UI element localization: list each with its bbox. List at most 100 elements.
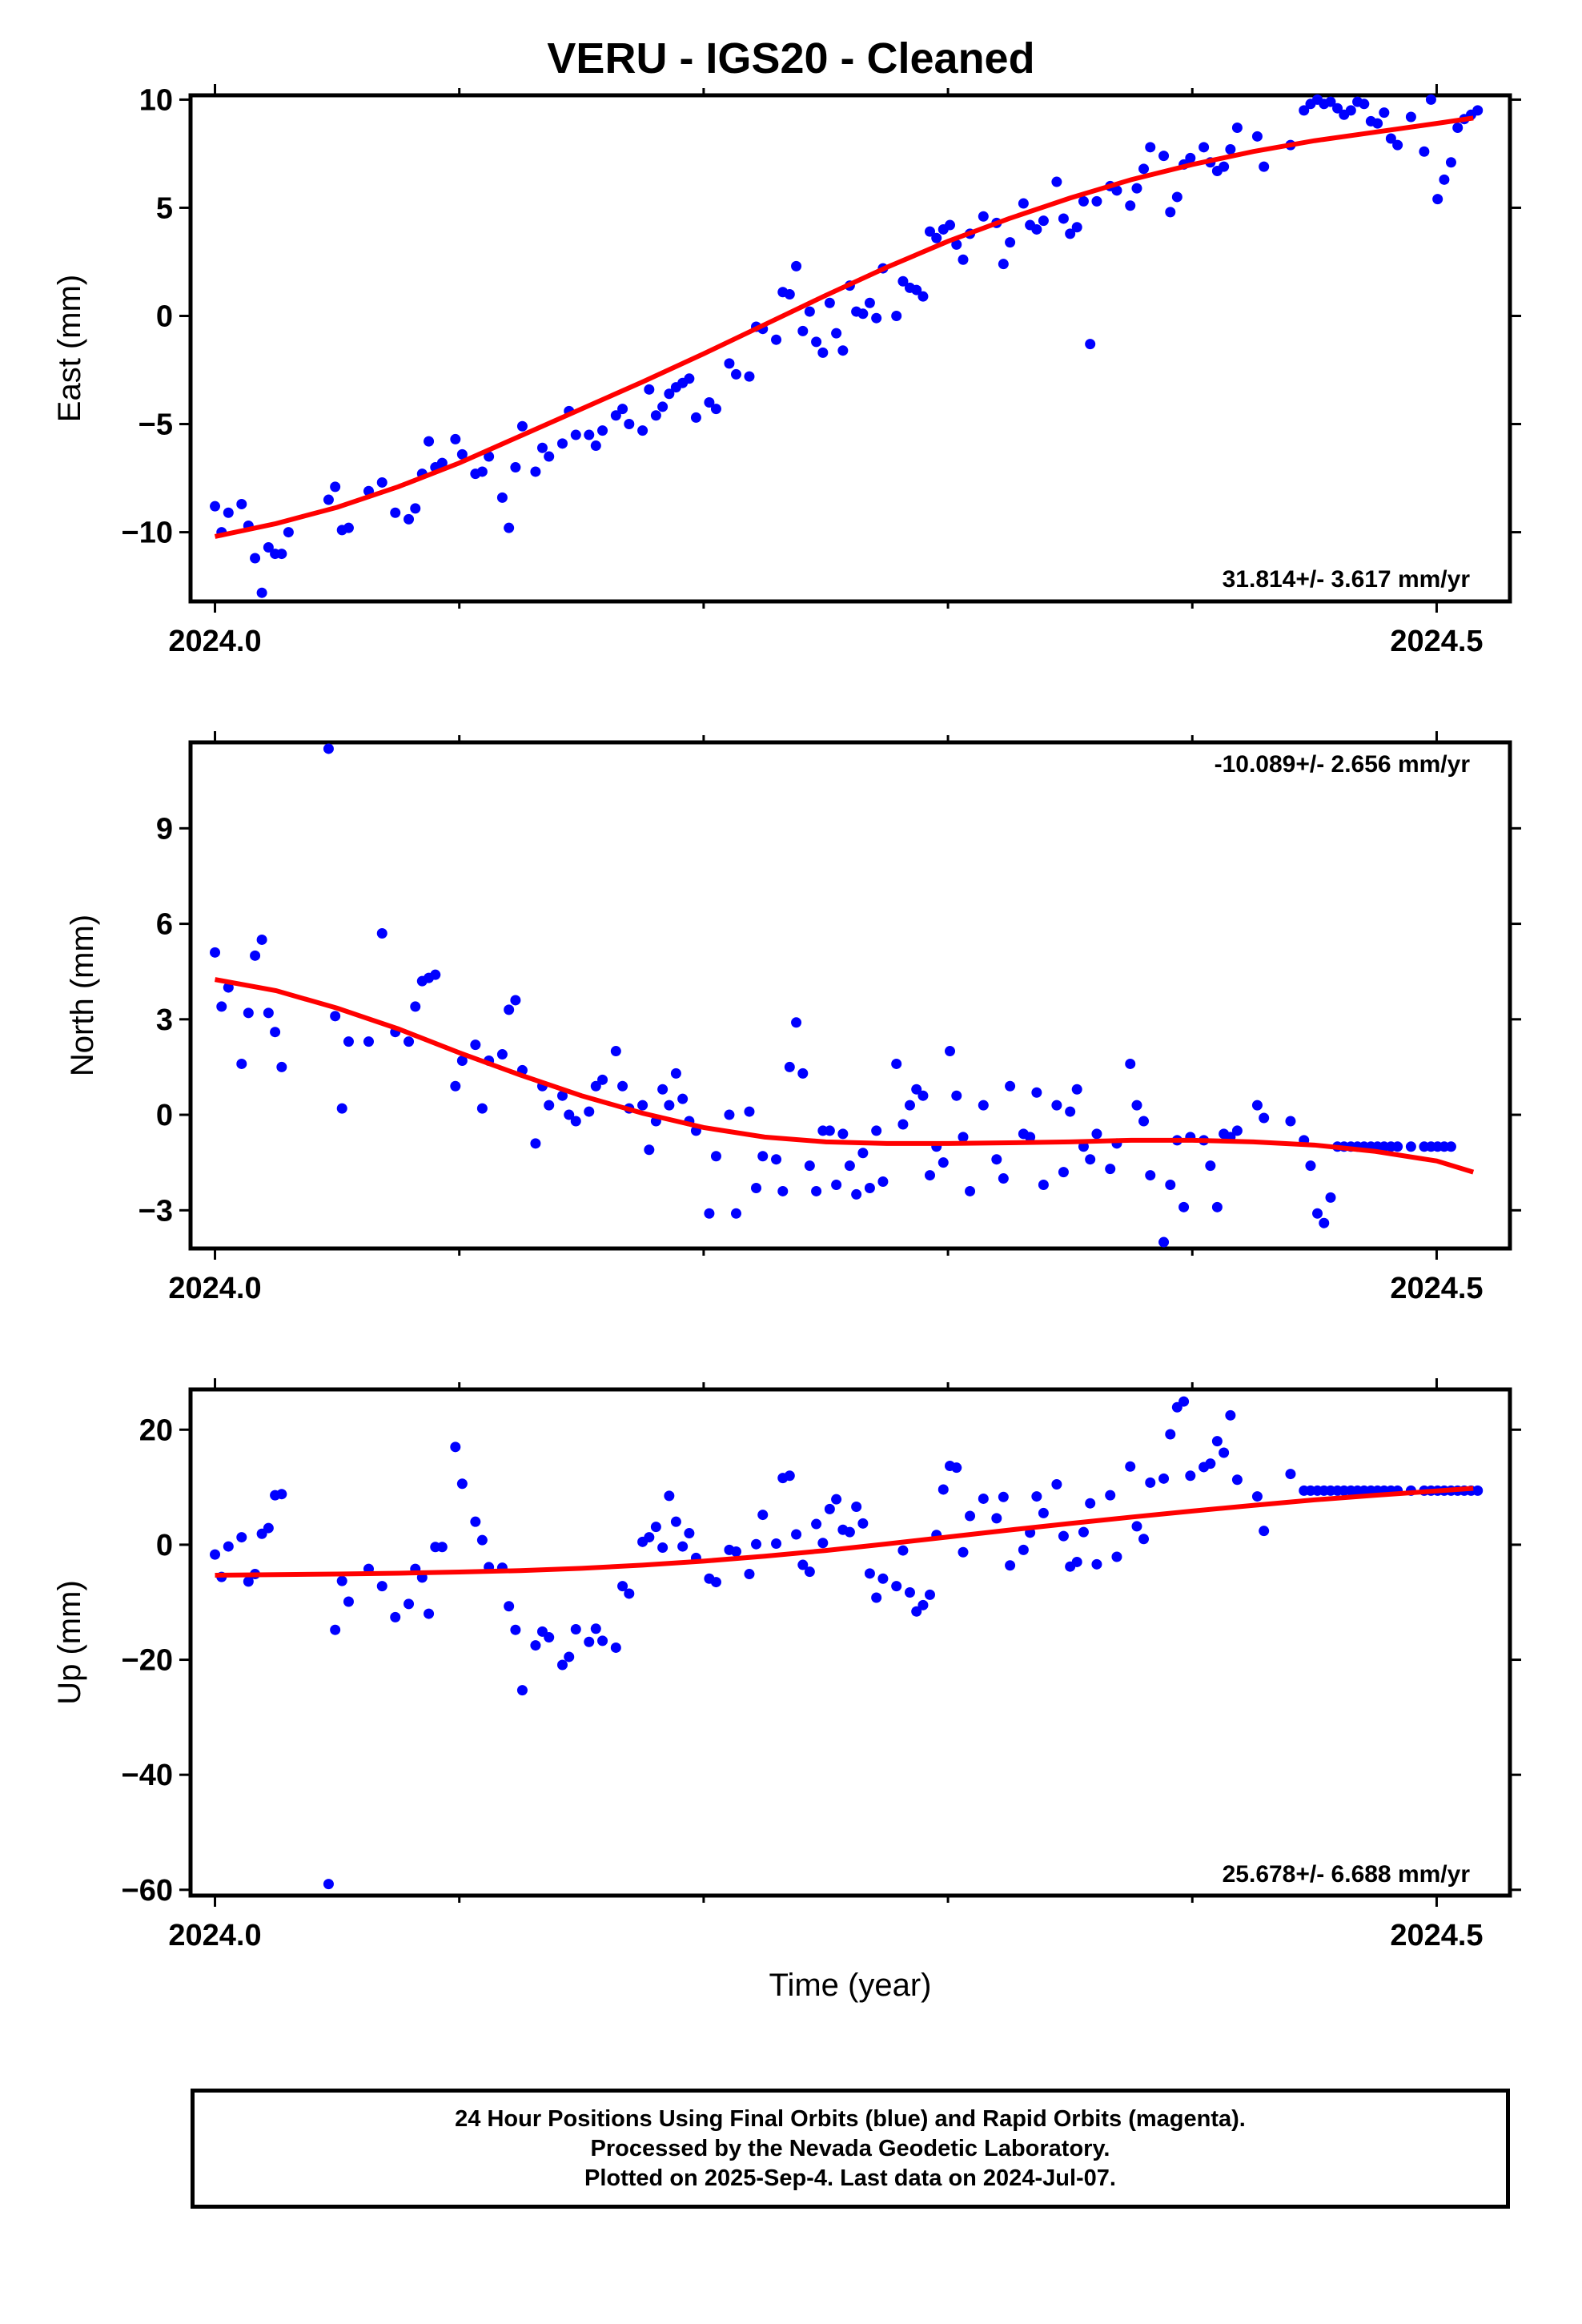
data-point <box>1285 1116 1296 1127</box>
data-point <box>1071 1084 1082 1095</box>
data-point <box>791 1529 802 1540</box>
data-point <box>336 1103 347 1114</box>
data-point <box>637 1100 648 1111</box>
data-point <box>1452 123 1464 134</box>
data-point <box>1031 223 1042 235</box>
data-point <box>484 451 495 462</box>
data-point <box>637 425 648 436</box>
data-point <box>871 312 882 324</box>
data-point <box>1085 1154 1096 1165</box>
data-point <box>276 1061 287 1072</box>
data-point <box>1432 194 1443 205</box>
data-point <box>256 587 267 598</box>
data-point <box>404 513 415 525</box>
data-point <box>504 1601 515 1612</box>
data-point <box>376 476 387 488</box>
data-point <box>544 1100 555 1111</box>
data-point <box>450 433 461 444</box>
data-point <box>724 358 735 369</box>
data-point <box>210 501 221 512</box>
data-point <box>476 466 488 477</box>
data-point <box>891 1058 902 1069</box>
data-point <box>530 466 541 477</box>
y-tick-label: −5 <box>139 408 173 442</box>
data-point <box>1319 1217 1330 1228</box>
data-point <box>436 1542 448 1553</box>
data-point <box>1071 222 1082 233</box>
data-point <box>216 1001 227 1012</box>
data-point <box>1312 1208 1323 1219</box>
data-point <box>724 1109 735 1120</box>
data-point <box>1158 151 1170 162</box>
data-point <box>931 232 942 243</box>
data-point <box>817 347 829 358</box>
data-point <box>610 1046 621 1057</box>
data-point <box>1211 1201 1223 1212</box>
data-point <box>904 1587 915 1598</box>
data-point <box>510 995 521 1006</box>
data-point <box>684 1528 695 1539</box>
data-point <box>1145 1477 1156 1488</box>
footer-caption: 24 Hour Positions Using Final Orbits (bl… <box>191 2089 1510 2209</box>
east-y-ticks: −10 −5 0 5 10 <box>122 83 1521 550</box>
data-point <box>684 373 695 384</box>
data-point <box>323 1879 334 1890</box>
data-point <box>1138 163 1150 175</box>
data-point <box>891 310 902 321</box>
data-point <box>824 297 835 308</box>
data-point <box>343 522 354 533</box>
data-point <box>797 1559 809 1570</box>
data-point <box>1131 183 1142 194</box>
data-point <box>1425 94 1436 105</box>
data-point <box>670 1068 681 1079</box>
data-point <box>744 371 755 382</box>
data-point <box>410 1001 421 1012</box>
data-point <box>1285 1469 1296 1480</box>
east-points <box>210 94 1484 598</box>
data-point <box>804 1160 815 1172</box>
data-point <box>584 1636 595 1647</box>
data-point <box>657 401 669 412</box>
data-point <box>991 1513 1002 1524</box>
data-point <box>1419 146 1430 157</box>
y-tick-label: 0 <box>156 1529 173 1562</box>
data-point <box>1038 1507 1049 1518</box>
y-tick-label: 0 <box>156 300 173 333</box>
data-point <box>496 1049 508 1060</box>
data-point <box>1205 1160 1216 1172</box>
data-point <box>945 219 956 231</box>
data-point <box>837 345 849 356</box>
data-point <box>657 1084 669 1095</box>
data-point <box>978 211 989 222</box>
data-point <box>938 1484 949 1495</box>
data-point <box>777 1185 789 1196</box>
data-point <box>330 481 341 493</box>
data-point <box>210 947 221 958</box>
data-point <box>404 1036 415 1047</box>
data-point <box>223 1541 234 1552</box>
data-point <box>1165 207 1176 218</box>
data-point <box>236 1058 247 1069</box>
data-point <box>917 1599 929 1610</box>
data-point <box>1225 144 1236 155</box>
data-point <box>897 1119 909 1130</box>
data-point <box>343 1036 354 1047</box>
data-point <box>1405 111 1416 123</box>
data-point <box>917 1090 929 1101</box>
data-point <box>978 1493 989 1504</box>
data-point <box>811 1518 822 1530</box>
data-point <box>530 1138 541 1149</box>
data-point <box>450 1441 461 1453</box>
data-point <box>978 1100 989 1111</box>
data-point <box>624 419 635 430</box>
north-ylabel: North (mm) <box>65 915 100 1076</box>
data-point <box>590 440 601 452</box>
data-point <box>710 404 721 415</box>
data-point <box>564 1651 575 1663</box>
y-tick-label: −10 <box>122 517 173 550</box>
data-point <box>771 334 782 345</box>
data-point <box>330 1624 341 1635</box>
up-xlabel: Time (year) <box>769 1968 932 2003</box>
x-tick-label: 2024.0 <box>168 1919 261 1952</box>
